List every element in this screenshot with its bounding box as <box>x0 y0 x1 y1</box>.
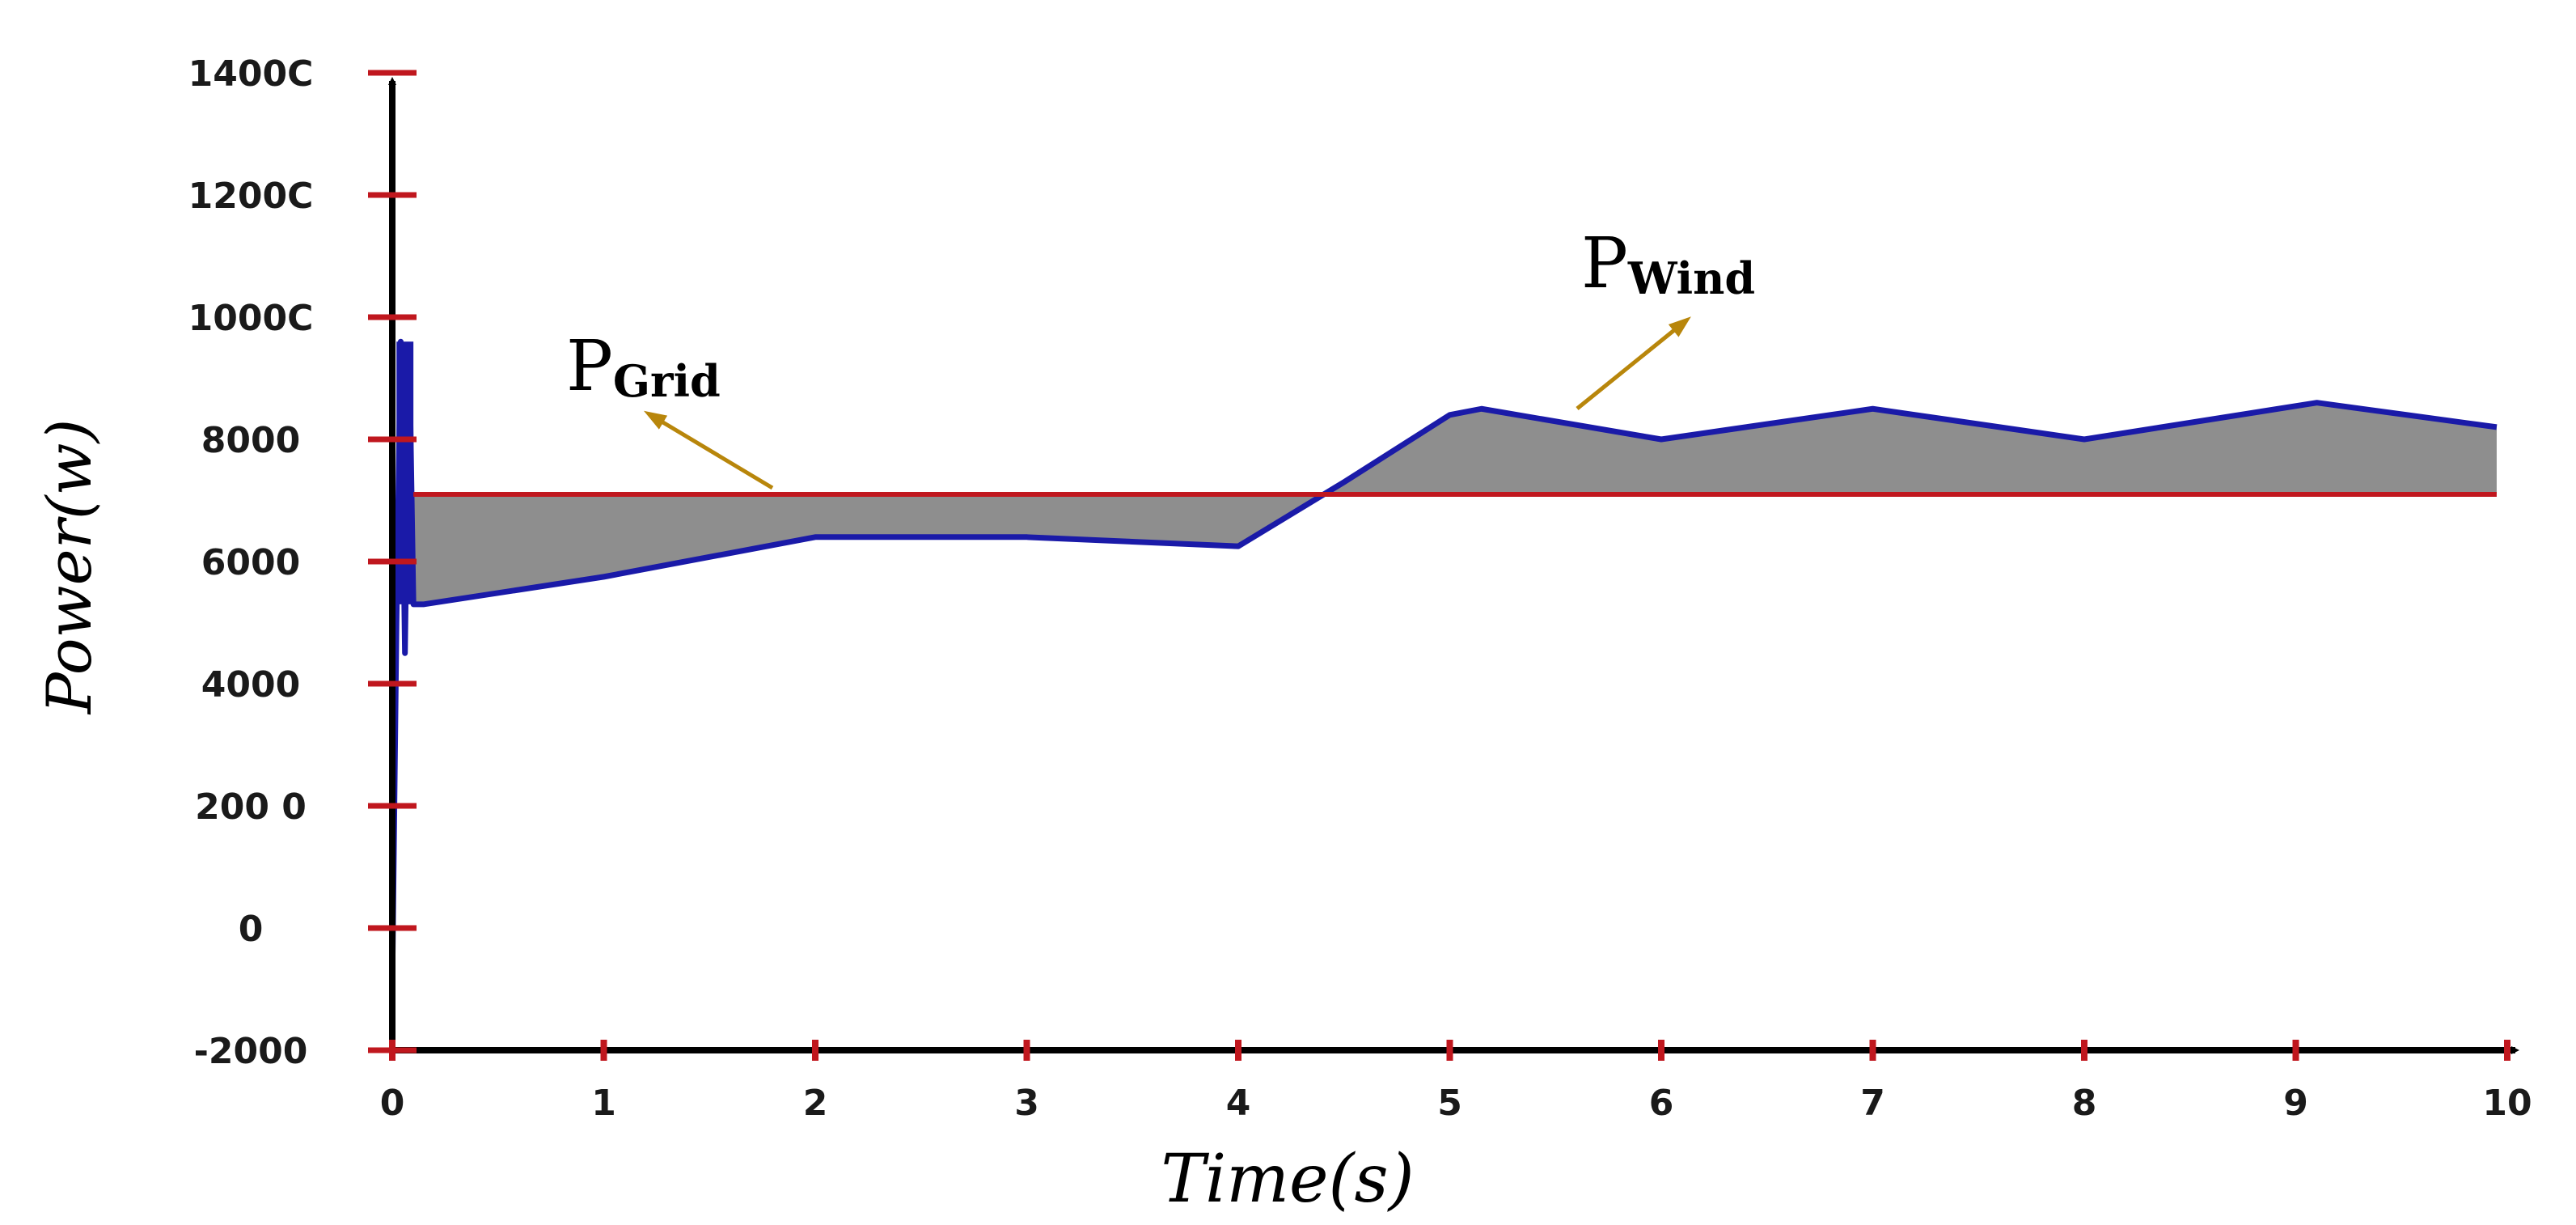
y-tick-label: 1000C <box>188 298 314 339</box>
pwind-arrow <box>1576 316 1691 410</box>
pwind-label-main: P <box>1581 223 1628 304</box>
y-tick-label: 1200C <box>188 176 314 217</box>
x-tick-label: 3 <box>1014 1083 1039 1124</box>
x-tick-label: 9 <box>2283 1083 2308 1124</box>
pwind-transient-spike <box>396 341 414 604</box>
y-tick-label: 0 <box>239 909 264 950</box>
x-tick-label: 1 <box>591 1083 616 1124</box>
x-tick-label: 4 <box>1226 1083 1251 1124</box>
fill-between-region <box>413 402 2497 604</box>
x-tick-label: 6 <box>1649 1083 1674 1124</box>
y-tick-label: -2000 <box>194 1031 308 1072</box>
series-line-pwind <box>389 338 2498 990</box>
y-tick-label: 8000 <box>201 420 300 461</box>
pwind-label-subscript: Wind <box>1627 252 1755 304</box>
y-tick-label: 200 0 <box>195 786 307 828</box>
y-axis-title: Power(w) <box>33 419 105 716</box>
x-tick-label: 0 <box>380 1083 405 1124</box>
pgrid-arrow <box>643 410 774 490</box>
y-tick-label: 4000 <box>201 664 300 706</box>
x-axis-title: Time(s) <box>1161 1141 1414 1218</box>
pgrid-label: PGrid <box>566 326 721 407</box>
x-tick-label: 7 <box>1860 1083 1885 1124</box>
pgrid-label-subscript: Grid <box>613 355 721 407</box>
pwind-label: PWind <box>1581 223 1755 304</box>
x-tick-label: 5 <box>1437 1083 1462 1124</box>
x-tick-label: 8 <box>2072 1083 2097 1124</box>
x-tick-label: 10 <box>2482 1083 2532 1124</box>
y-tick-label: 1400C <box>188 53 314 95</box>
pgrid-label-main: P <box>566 326 613 407</box>
y-tick-label: 6000 <box>201 542 300 583</box>
x-tick-label: 2 <box>803 1083 828 1124</box>
